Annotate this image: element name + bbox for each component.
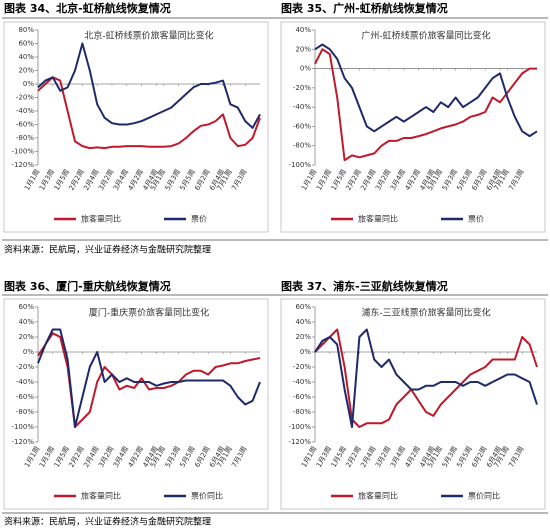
y-tick-label: -80% <box>293 142 311 150</box>
source: 资料来源：民航局，兴业证券经济与金融研究院整理 <box>4 516 211 528</box>
y-tick-label: 40% <box>295 318 311 326</box>
y-tick-label: -20% <box>16 363 34 371</box>
y-tick-label: -80% <box>293 408 311 416</box>
series-line <box>314 48 537 162</box>
caption: 图表 35、广州-虹桥航线恢复情况 <box>281 1 448 15</box>
y-tick-label: -80% <box>16 134 34 142</box>
y-tick-label: 40% <box>18 53 34 61</box>
y-tick-label: 0% <box>23 348 34 356</box>
legend-label: 票价 <box>191 215 207 224</box>
chart-title: 北京-虹桥线票价旅客量同比变化 <box>84 30 213 42</box>
legend-label: 票价同比 <box>191 491 223 501</box>
y-tick-label: 0% <box>300 65 311 73</box>
series-line <box>314 43 538 138</box>
chart-frame <box>280 298 546 510</box>
legend-label: 旅客量同比 <box>81 491 121 501</box>
y-tick-label: 20% <box>18 67 34 75</box>
y-tick-label: 60% <box>18 303 34 311</box>
source: 资料来源：民航局，兴业证券经济与金融研究院整理 <box>4 244 211 256</box>
y-tick-label: 80% <box>18 26 34 34</box>
chart-title: 广州-虹桥线票价旅客量同比变化 <box>361 30 490 42</box>
y-tick-label: -60% <box>16 121 34 129</box>
y-tick-label: -40% <box>293 103 311 111</box>
chart-title: 厦门-重庆票价旅客量同比变化 <box>89 307 209 319</box>
y-tick-label: 40% <box>295 26 311 34</box>
y-tick-label: -40% <box>16 107 34 115</box>
y-tick-label: 20% <box>18 333 34 341</box>
y-tick-label: 60% <box>18 40 34 48</box>
legend-label: 旅客量同比 <box>358 491 398 501</box>
y-tick-label: -100% <box>11 423 34 431</box>
legend-label: 旅客量同比 <box>358 214 398 224</box>
y-tick-label: -100% <box>288 161 311 169</box>
y-tick-label: -20% <box>293 84 311 92</box>
y-tick-label: 0% <box>300 348 311 356</box>
chart-frame <box>3 298 269 510</box>
y-tick-label: -60% <box>293 393 311 401</box>
caption: 图表 36、厦门-重庆航线恢复情况 <box>4 279 171 293</box>
caption: 图表 34、北京-虹桥航线恢复情况 <box>4 1 171 15</box>
legend-label: 票价同比 <box>468 491 500 501</box>
series-line <box>37 328 261 428</box>
y-tick-label: -80% <box>16 408 34 416</box>
y-tick-label: -20% <box>293 363 311 371</box>
y-tick-label: -100% <box>11 148 34 156</box>
chart-title: 浦东-三亚线票价旅客量同比变化 <box>361 307 490 319</box>
series-line <box>37 42 261 129</box>
y-tick-label: -20% <box>16 94 34 102</box>
y-tick-label: -60% <box>293 122 311 130</box>
legend-label: 旅客量同比 <box>81 214 121 224</box>
y-tick-label: 0% <box>23 80 34 88</box>
y-tick-label: 60% <box>295 303 311 311</box>
legend-label: 票价 <box>468 215 484 224</box>
y-tick-label: 20% <box>295 45 311 53</box>
y-tick-label: -100% <box>288 423 311 431</box>
series-line <box>314 328 538 428</box>
chart-frame <box>3 21 269 233</box>
chart-frame <box>280 21 546 233</box>
y-tick-label: -120% <box>11 438 34 446</box>
caption: 图表 37、浦东-三亚航线恢复情况 <box>281 279 448 293</box>
y-tick-label: -60% <box>16 393 34 401</box>
series-line <box>37 76 261 150</box>
y-tick-label: 20% <box>295 333 311 341</box>
y-tick-label: -120% <box>11 161 34 169</box>
y-tick-label: 40% <box>18 318 34 326</box>
y-tick-label: -120% <box>288 438 311 446</box>
y-tick-label: -40% <box>293 378 311 386</box>
series-line <box>37 332 261 428</box>
y-tick-label: -40% <box>16 378 34 386</box>
